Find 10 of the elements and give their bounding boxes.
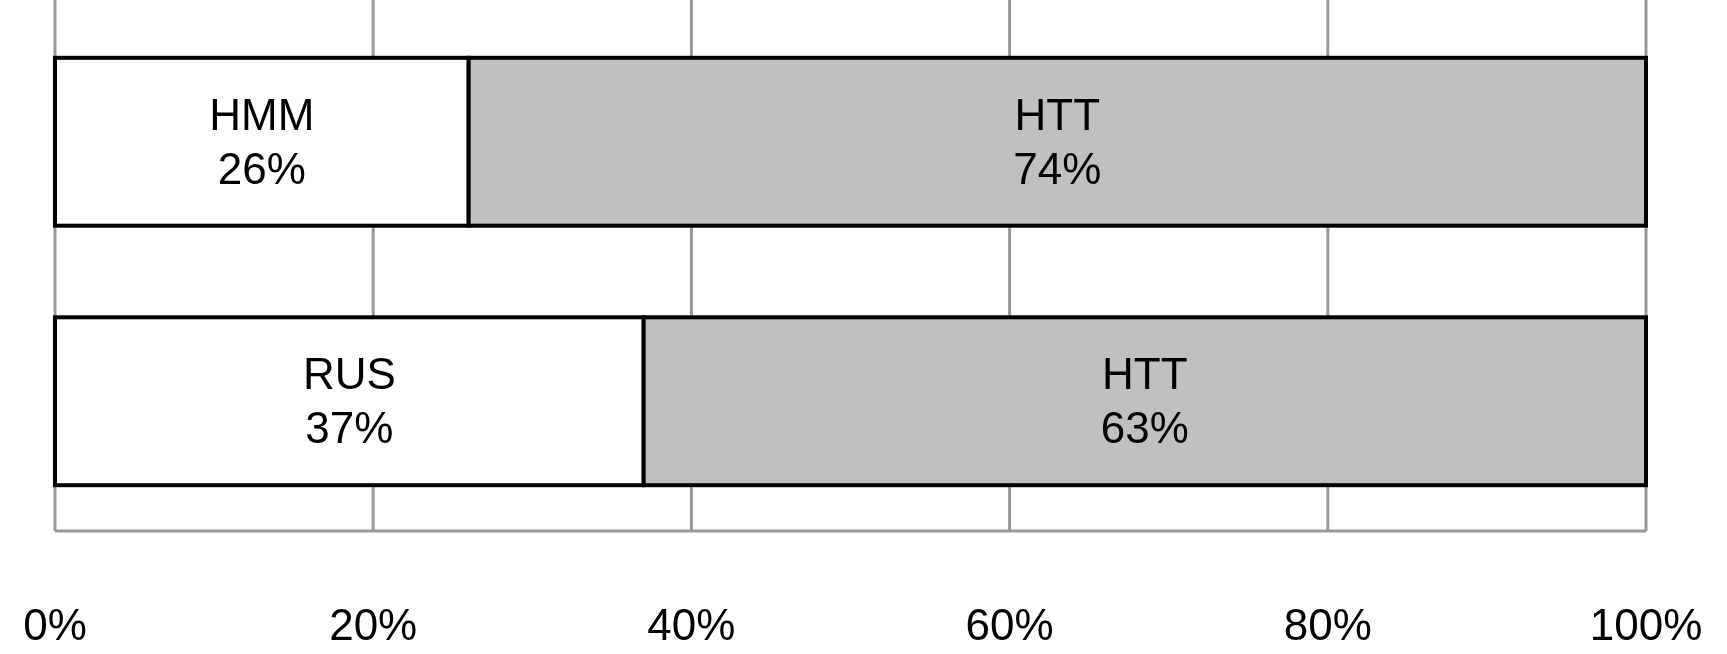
data-label: RUS 37% [302, 349, 396, 453]
x-tick-label: 0% [23, 600, 87, 649]
x-tick-label: 20% [329, 600, 418, 649]
x-tick-label: 60% [965, 600, 1054, 649]
data-label: HTT 63% [1100, 349, 1189, 453]
data-label: HTT 74% [1013, 89, 1102, 193]
data-label: HMM 26% [209, 89, 315, 193]
x-tick-label: 80% [1283, 600, 1372, 649]
x-tick-label: 40% [647, 600, 736, 649]
x-tick-label: 100% [1589, 600, 1703, 649]
